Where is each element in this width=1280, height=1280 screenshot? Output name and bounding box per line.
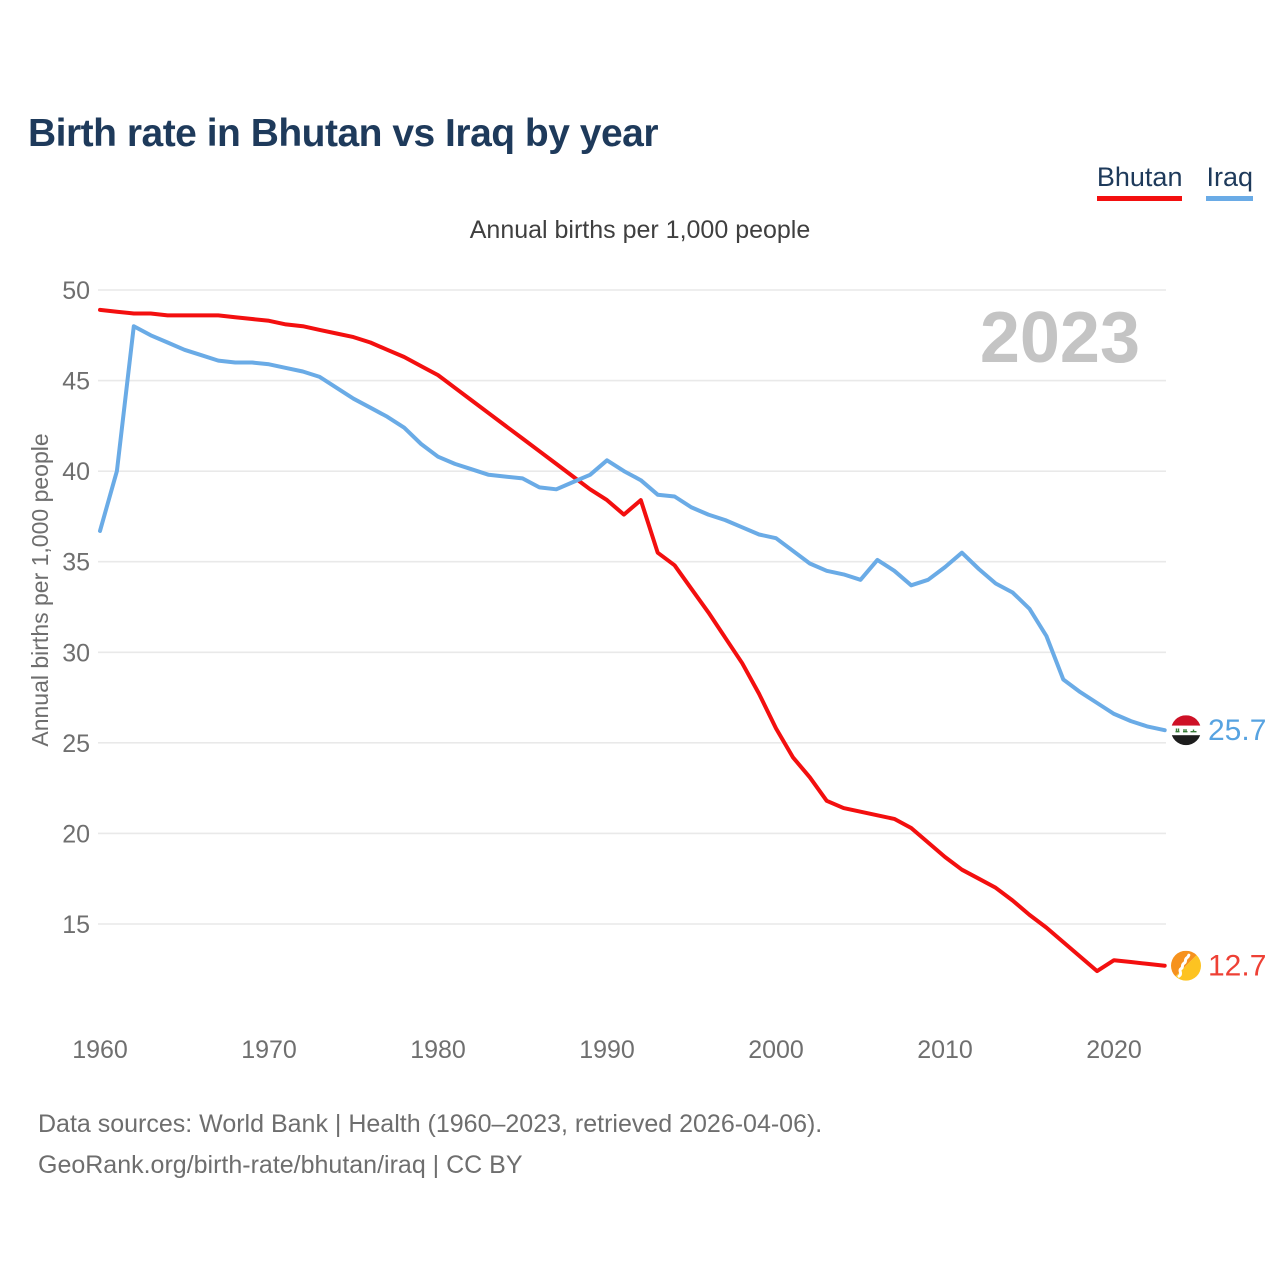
x-tick-label: 2000 <box>748 1036 804 1064</box>
x-tick-label: 1980 <box>410 1036 466 1064</box>
gridlines <box>98 289 1166 925</box>
footer-sources: Data sources: World Bank | Health (1960–… <box>38 1110 823 1138</box>
y-tick-label: 50 <box>62 277 90 305</box>
y-tick-label: 40 <box>62 458 90 486</box>
chart-subtitle: Annual births per 1,000 people <box>469 216 811 244</box>
y-tick-label: 15 <box>62 911 90 939</box>
page-title: Birth rate in Bhutan vs Iraq by year <box>28 112 659 156</box>
x-axis-ticks: 1960 1970 1980 1990 2000 2010 2020 <box>72 1036 1142 1064</box>
x-tick-label: 1970 <box>241 1036 297 1064</box>
y-axis-title: Annual births per 1,000 people <box>27 433 53 746</box>
bhutan-end-value: 12.7 <box>1208 950 1266 983</box>
x-tick-label: 2010 <box>917 1036 973 1064</box>
y-tick-label: 20 <box>62 820 90 848</box>
legend-item-iraq[interactable]: Iraq <box>1206 162 1253 201</box>
x-tick-label: 1990 <box>579 1036 635 1064</box>
bhutan-flag-icon <box>1171 950 1201 981</box>
line-chart: 2023 Annual births per 1,000 people 50 45… <box>27 277 1266 1064</box>
y-tick-label: 35 <box>62 549 90 577</box>
iraq-end-value: 25.7 <box>1208 714 1266 747</box>
footer: Data sources: World Bank | Health (1960–… <box>38 1104 822 1186</box>
x-tick-label: 1960 <box>72 1036 128 1064</box>
bhutan-line <box>98 307 1167 974</box>
y-tick-label: 25 <box>62 730 90 758</box>
watermark-year: 2023 <box>980 298 1140 378</box>
series-lines <box>98 307 1167 974</box>
chart-area: 2023 Annual births per 1,000 people 50 45… <box>0 250 1280 1080</box>
legend-item-bhutan[interactable]: Bhutan <box>1096 162 1183 201</box>
iraq-flag-icon <box>1171 715 1201 746</box>
iraq-line <box>98 324 1167 733</box>
x-tick-label: 2020 <box>1086 1036 1142 1064</box>
y-axis-ticks: 50 45 40 35 30 25 20 15 <box>62 277 90 939</box>
legend: Bhutan Iraq <box>1096 162 1253 201</box>
y-tick-label: 30 <box>62 639 90 667</box>
footer-attribution: GeoRank.org/birth-rate/bhutan/iraq | CC … <box>38 1151 523 1179</box>
y-tick-label: 45 <box>62 368 90 396</box>
